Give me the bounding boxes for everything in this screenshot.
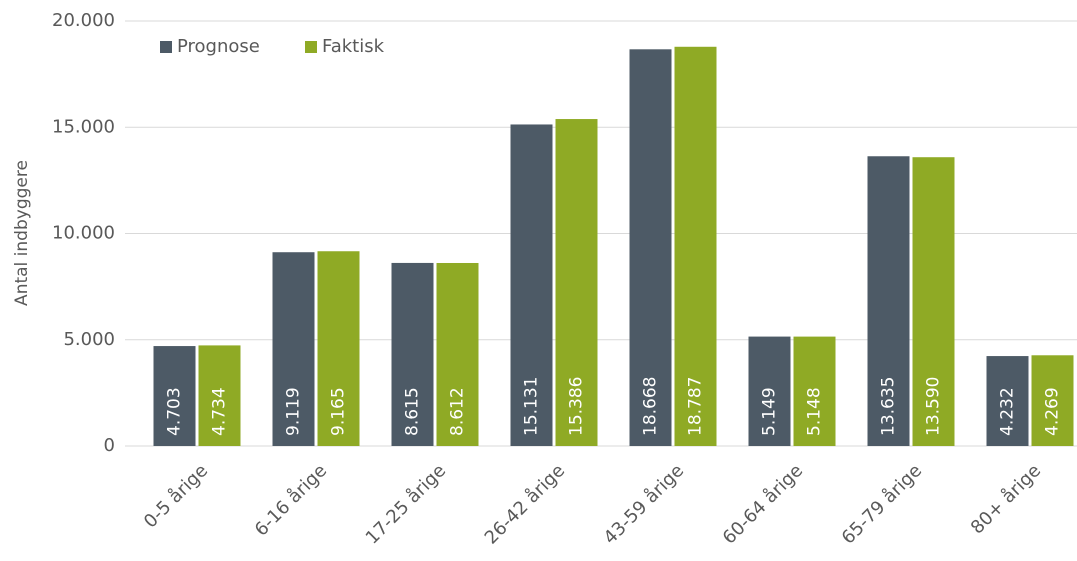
bar bbox=[748, 336, 791, 446]
value-label: 8.615 bbox=[403, 387, 423, 436]
y-tick-label: 0 bbox=[104, 435, 115, 456]
y-tick-label: 10.000 bbox=[52, 223, 115, 244]
bar bbox=[793, 336, 836, 446]
bar bbox=[912, 157, 955, 446]
legend-label: Faktisk bbox=[322, 36, 385, 57]
bar bbox=[555, 119, 598, 447]
y-tick-label: 5.000 bbox=[63, 329, 115, 350]
bar bbox=[436, 262, 479, 446]
value-label: 15.131 bbox=[522, 377, 542, 436]
y-tick-label: 20.000 bbox=[52, 10, 115, 31]
value-label: 9.119 bbox=[284, 387, 304, 436]
value-label: 4.269 bbox=[1043, 387, 1063, 436]
value-label: 4.703 bbox=[165, 387, 185, 436]
legend-label: Prognose bbox=[177, 36, 260, 57]
bar bbox=[153, 346, 196, 446]
bar bbox=[629, 49, 672, 447]
value-label: 18.787 bbox=[686, 377, 706, 436]
x-tick-label: 65-79 årige bbox=[838, 460, 926, 548]
value-label: 5.149 bbox=[760, 387, 780, 436]
x-tick-label: 0-5 årige bbox=[140, 460, 212, 532]
bar bbox=[1031, 355, 1074, 446]
value-label: 15.386 bbox=[567, 377, 587, 436]
value-label: 13.635 bbox=[879, 377, 899, 436]
bar bbox=[867, 156, 910, 446]
bar bbox=[986, 356, 1029, 446]
x-tick-label: 60-64 årige bbox=[719, 460, 807, 548]
y-axis-title: Antal indbyggere bbox=[12, 160, 32, 306]
x-tick-label: 80+ årige bbox=[967, 460, 1045, 538]
x-tick-label: 6-16 årige bbox=[251, 460, 331, 540]
bar bbox=[198, 345, 241, 446]
value-label: 13.590 bbox=[924, 377, 944, 436]
bar bbox=[510, 124, 553, 446]
value-label: 5.148 bbox=[805, 387, 825, 436]
legend-swatch bbox=[305, 41, 317, 53]
y-tick-label: 15.000 bbox=[52, 116, 115, 137]
value-label: 8.612 bbox=[448, 387, 468, 436]
x-tick-label: 17-25 årige bbox=[362, 460, 450, 548]
bar bbox=[272, 252, 315, 446]
value-label: 4.232 bbox=[998, 387, 1018, 436]
value-label: 4.734 bbox=[210, 387, 230, 436]
bar bbox=[317, 251, 360, 446]
value-label: 9.165 bbox=[329, 387, 349, 436]
x-tick-label: 26-42 årige bbox=[481, 460, 569, 548]
bar bbox=[391, 262, 434, 446]
bar bbox=[674, 46, 717, 447]
legend-swatch bbox=[160, 41, 172, 53]
value-label: 18.668 bbox=[641, 377, 661, 436]
x-tick-label: 43-59 årige bbox=[600, 460, 688, 548]
